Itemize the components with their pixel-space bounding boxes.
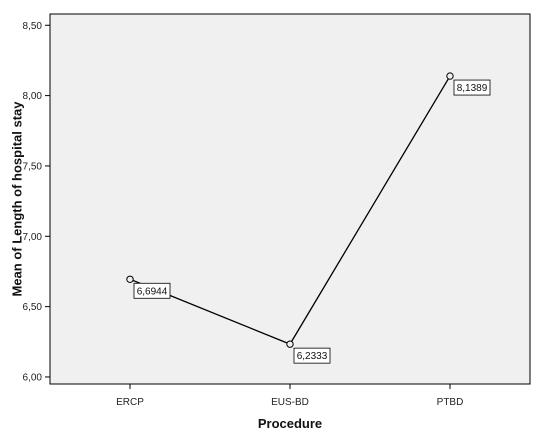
data-point xyxy=(446,72,454,80)
data-label: 6,2333 xyxy=(293,347,331,364)
y-axis: 6,00 6,50 7,00 7,50 8,00 8,50 xyxy=(23,21,50,383)
y-tick-label: 8,00 xyxy=(23,91,43,102)
x-tick-label: PTBD xyxy=(437,397,464,408)
data-label-box xyxy=(293,347,331,364)
data-label-box xyxy=(133,282,171,299)
data-label: 6,6944 xyxy=(133,282,171,299)
data-point xyxy=(126,275,134,283)
x-tick-label: ERCP xyxy=(116,397,144,408)
y-tick-label: 8,50 xyxy=(23,21,43,32)
x-tick-label: EUS-BD xyxy=(271,397,309,408)
plot-area xyxy=(49,13,531,385)
y-tick-label: 7,00 xyxy=(23,232,43,243)
x-axis-title: Procedure xyxy=(258,416,322,431)
series-layer xyxy=(126,72,454,348)
data-label-text: 6,2333 xyxy=(297,351,328,362)
data-label: 8,1389 xyxy=(453,79,491,96)
data-point xyxy=(286,340,294,348)
data-label-text: 8,1389 xyxy=(457,83,488,94)
x-axis: ERCP EUS-BD PTBD xyxy=(116,384,463,408)
data-label-box xyxy=(453,79,491,96)
data-label-text: 6,6944 xyxy=(137,286,168,297)
y-tick-label: 7,50 xyxy=(23,161,43,172)
data-labels: 6,6944 6,2333 8,1389 xyxy=(133,79,491,364)
y-axis-title: Mean of Length of hospital stay xyxy=(10,101,25,297)
y-tick-label: 6,50 xyxy=(23,302,43,313)
y-tick-label: 6,00 xyxy=(23,372,43,383)
